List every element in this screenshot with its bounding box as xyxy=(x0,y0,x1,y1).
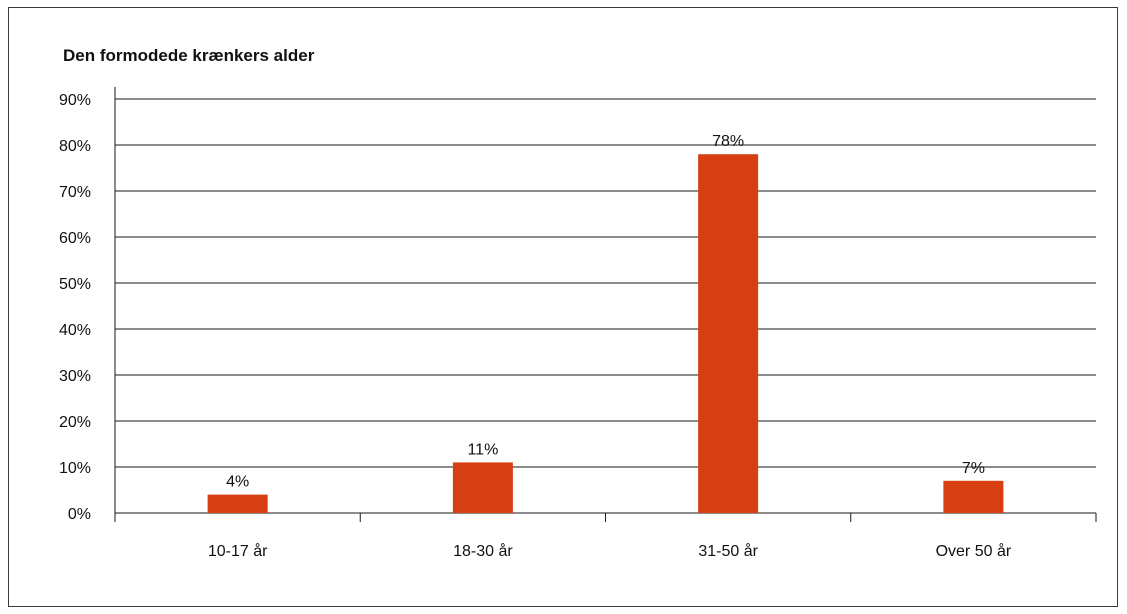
y-tick-label: 60% xyxy=(59,230,91,247)
x-tick-label: 10-17 år xyxy=(208,542,268,560)
y-tick-label: 70% xyxy=(59,184,91,201)
y-tick-label: 10% xyxy=(59,460,91,477)
y-tick-label: 50% xyxy=(59,276,91,293)
y-tick-label: 40% xyxy=(59,322,91,339)
chart-title: Den formodede krænkers alder xyxy=(63,46,315,65)
y-tick-label: 0% xyxy=(68,506,91,523)
y-tick-label: 80% xyxy=(59,138,91,155)
x-tick-label: Over 50 år xyxy=(936,542,1012,560)
chart-frame xyxy=(8,7,1118,607)
bar xyxy=(943,480,1004,513)
data-label: 11% xyxy=(467,441,498,458)
x-tick-label: 31-50 år xyxy=(698,542,758,560)
bar xyxy=(207,494,268,513)
bar xyxy=(698,154,759,513)
y-tick-label: 90% xyxy=(59,92,91,109)
y-tick-label: 20% xyxy=(59,414,91,431)
bar xyxy=(452,462,513,513)
data-label: 7% xyxy=(962,460,985,477)
data-label: 4% xyxy=(226,474,249,491)
y-tick-label: 30% xyxy=(59,368,91,385)
data-label: 78% xyxy=(712,133,744,150)
x-tick-label: 18-30 år xyxy=(453,542,513,560)
